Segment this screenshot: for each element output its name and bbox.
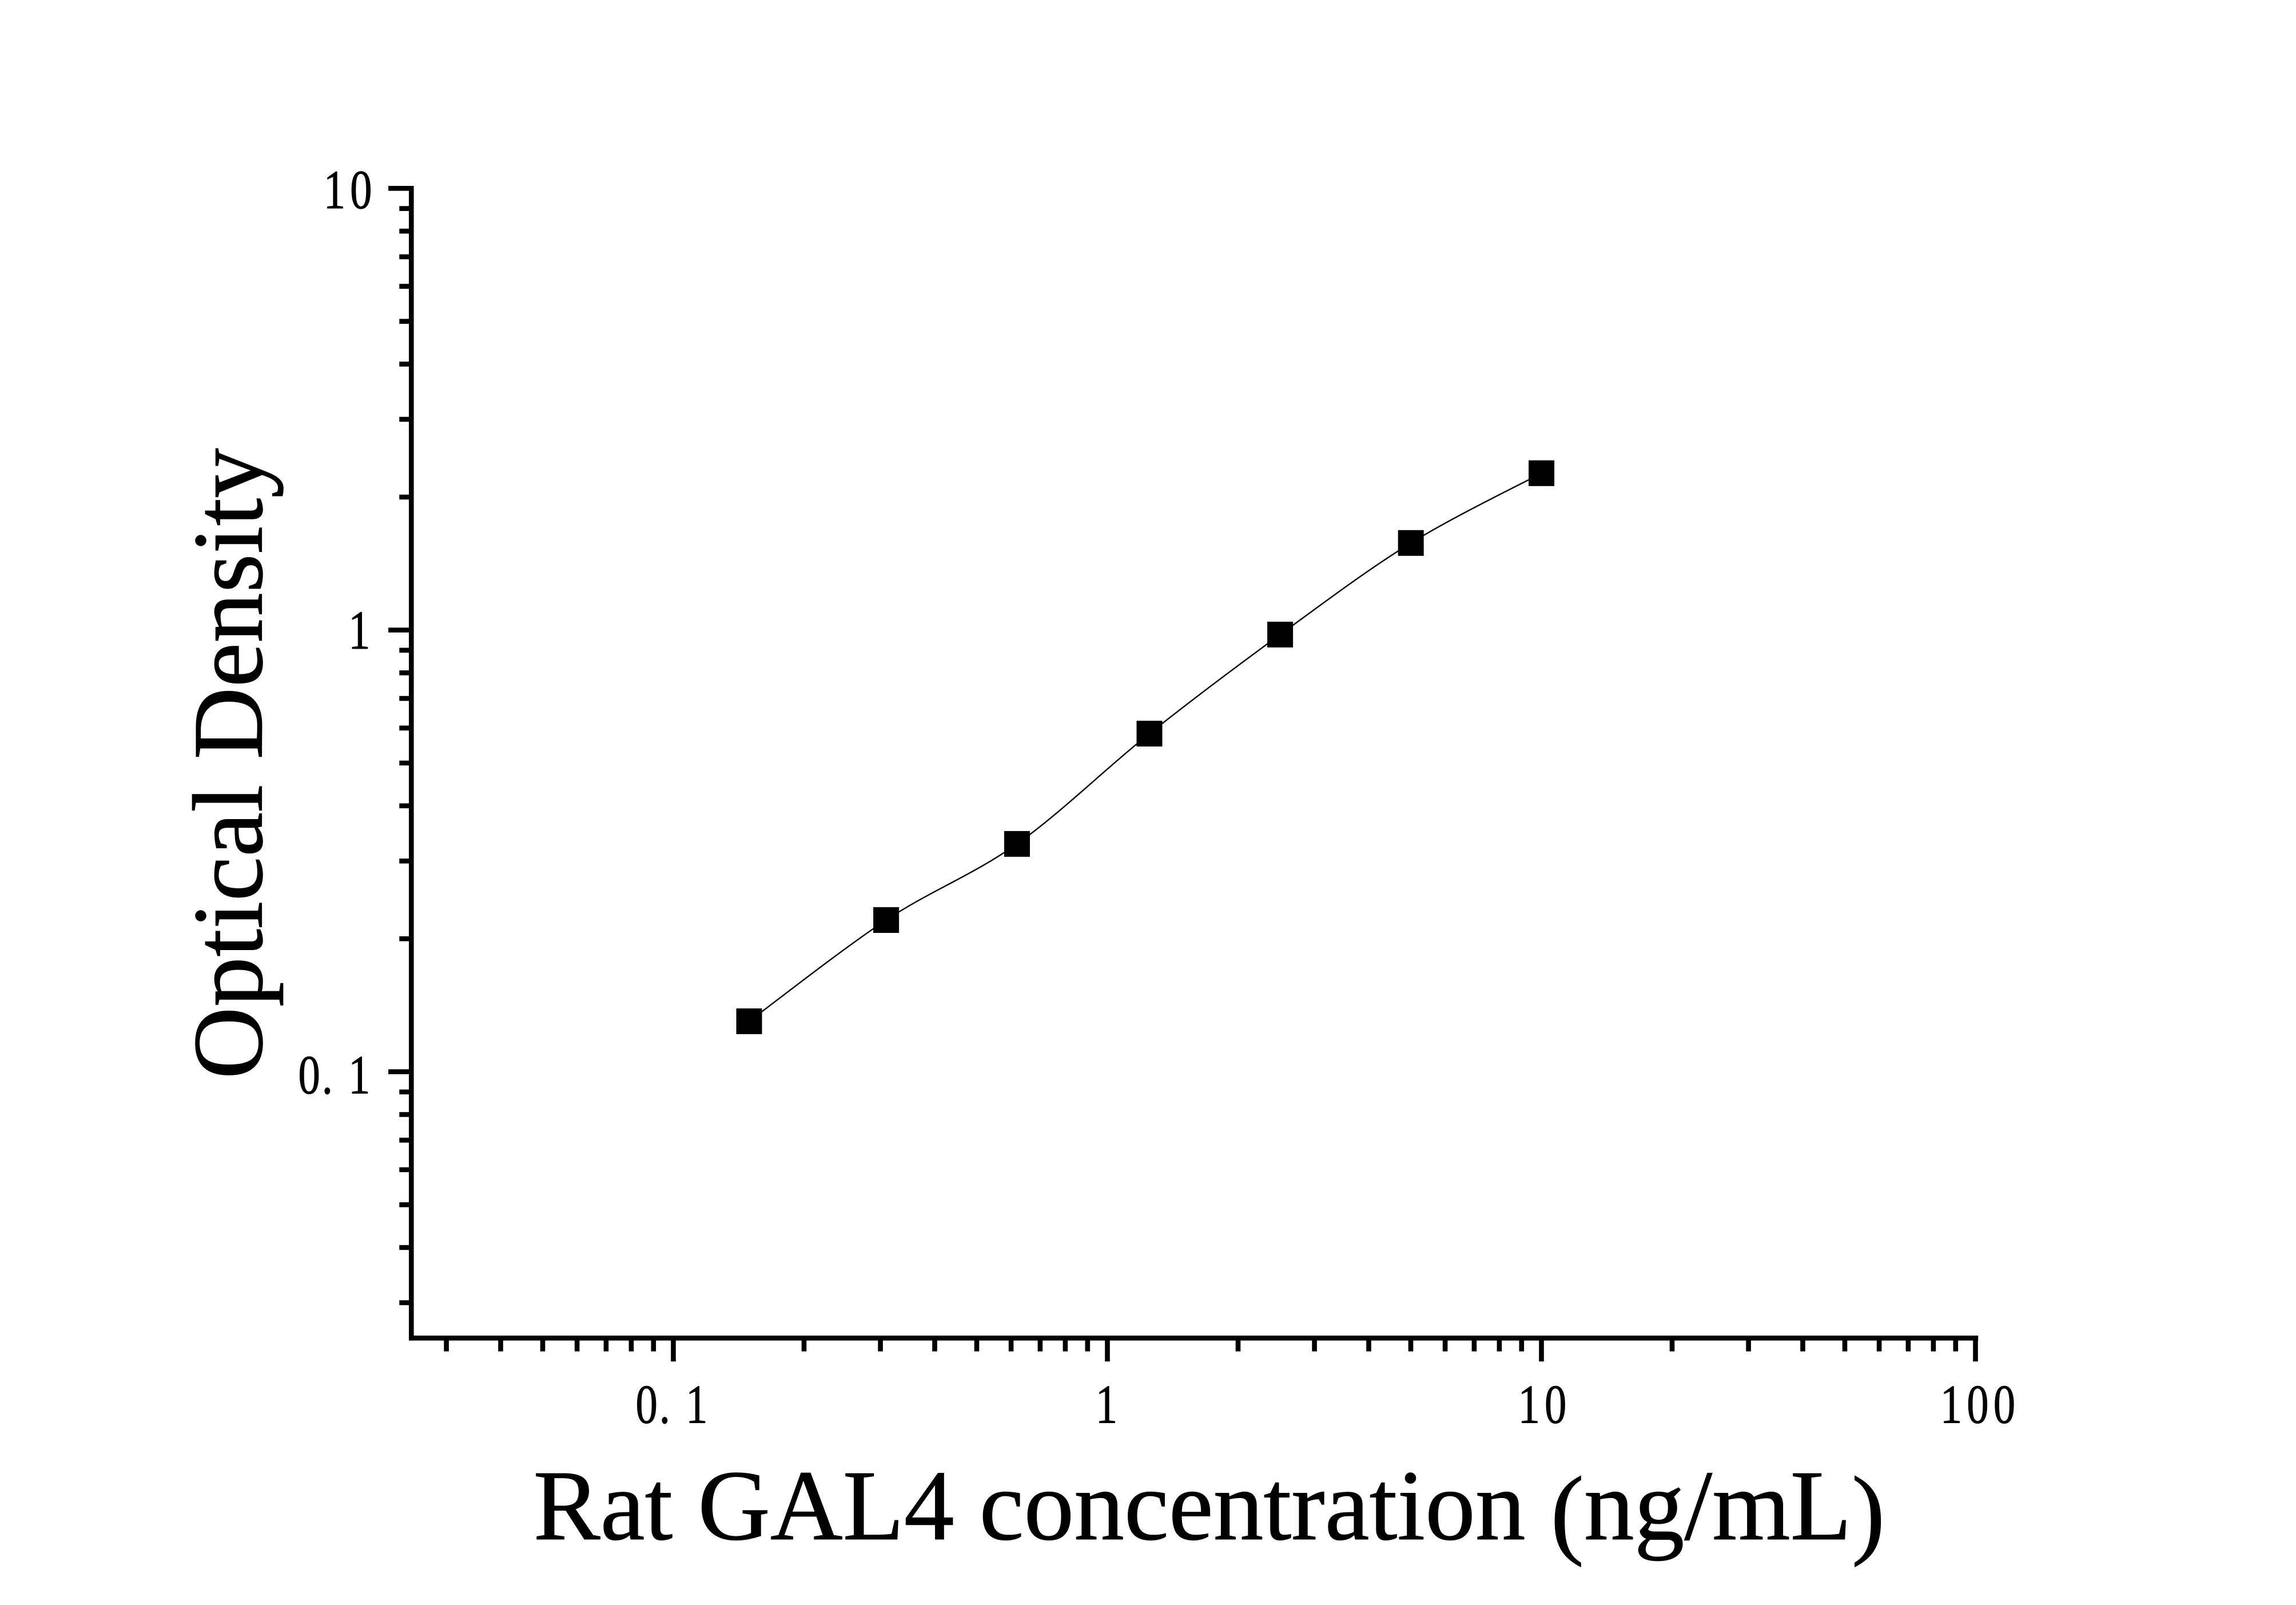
svg-text:1: 1 [1096,1374,1117,1435]
svg-text:10: 10 [1518,1374,1567,1435]
svg-text:1: 1 [348,600,370,661]
svg-text:0.1: 0. 1 [635,1374,707,1435]
svg-text:100: 100 [1940,1374,2015,1435]
svg-text:Optical Density: Optical Density [173,448,284,1079]
svg-text:0.1: 0. 1 [298,1044,370,1105]
svg-text:Rat GAL4 concentration (ng/mL): Rat GAL4 concentration (ng/mL) [534,1450,1885,1567]
svg-text:10: 10 [324,160,372,220]
